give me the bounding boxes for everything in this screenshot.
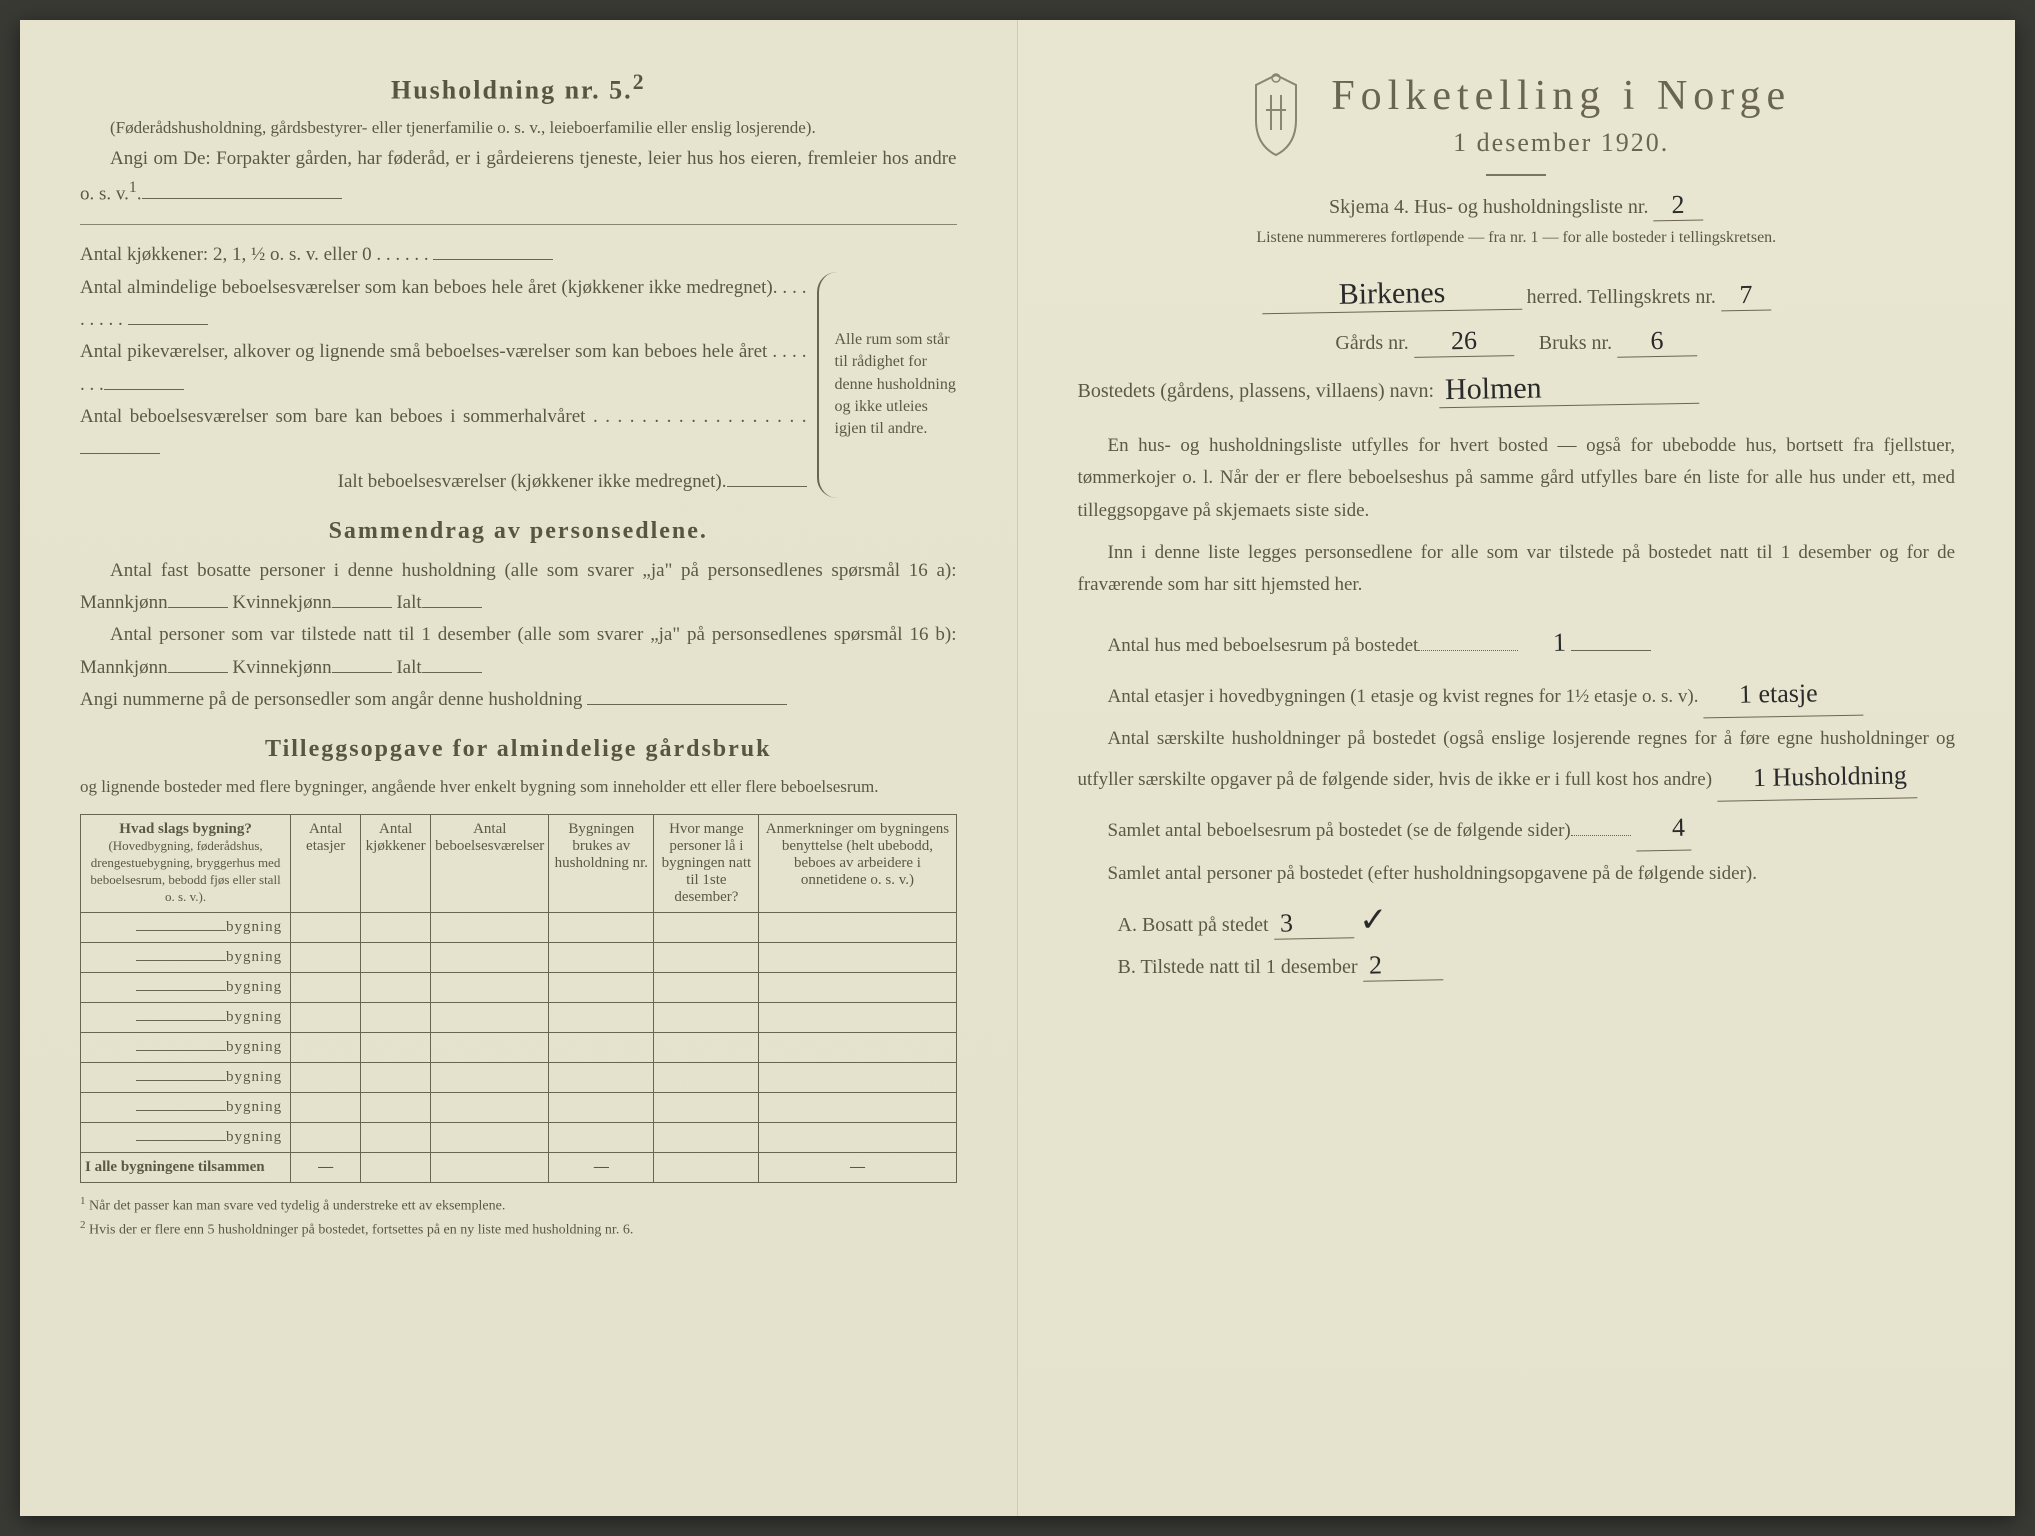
divider (1486, 174, 1546, 176)
rooms-3: Antal beboelsesværelser som bare kan beb… (80, 401, 807, 466)
th-4: Antal beboelsesværelser (431, 815, 549, 913)
main-title: Folketelling i Norge (1331, 72, 1791, 120)
qB-row: B. Tilstede natt til 1 desember 2 (1118, 950, 1956, 981)
tillegg-heading: Tilleggsopgave for almindelige gårdsbruk (80, 736, 957, 763)
th-3: Antal kjøkkener (361, 815, 431, 913)
summary-heading: Sammendrag av personsedlene. (80, 518, 957, 545)
intro-2: Angi om De: Forpakter gården, har føderå… (80, 143, 957, 211)
summary-3: Angi nummerne på de personsedler som ang… (80, 684, 957, 716)
a2: 1 etasje (1703, 670, 1864, 718)
summary-2: Antal personer som var tilstede natt til… (80, 619, 957, 684)
intro-1: (Føderådshusholdning, gårdsbestyrer- ell… (80, 114, 957, 143)
rooms-brace: Antal almindelige beboelsesværelser som … (80, 272, 957, 498)
gard-nr: 26 (1413, 325, 1514, 358)
table-row: bygning (81, 1003, 957, 1033)
a3: 1 Husholdning (1716, 753, 1917, 802)
right-page: Folketelling i Norge 1 desember 1920. Sk… (1018, 20, 2016, 1516)
table-row: bygning (81, 1093, 957, 1123)
aA: 3 (1273, 907, 1354, 939)
note-line: Listene nummereres fortløpende — fra nr.… (1078, 229, 1956, 247)
sub-date: 1 desember 1920. (1331, 128, 1791, 158)
table-row: bygning (81, 913, 957, 943)
table-row: bygning (81, 1033, 957, 1063)
check-mark: ✓ (1358, 900, 1387, 940)
rooms-total: Ialt beboelsesværelser (kjøkkener ikke m… (80, 466, 807, 498)
crest-icon (1241, 70, 1311, 160)
th-5: Bygningen brukes av husholdning nr. (549, 815, 654, 913)
q2-row: Antal etasjer i hovedbygningen (1 etasje… (1078, 672, 1956, 717)
footnote-1: Når det passer kan man svare ved tydelig… (89, 1199, 505, 1214)
summary-1: Antal fast bosatte personer i denne hush… (80, 555, 957, 620)
table-sum-row: I alle bygningene tilsammen——— (81, 1153, 957, 1183)
kitchens-line: Antal kjøkkener: 2, 1, ½ o. s. v. eller … (80, 239, 957, 271)
q3-row: Antal særskilte husholdninger på bostede… (1078, 723, 1956, 800)
building-table: Hvad slags bygning?(Hovedbygning, føderå… (80, 814, 957, 1183)
table-row: bygning (81, 1123, 957, 1153)
bosted-row: Bostedets (gårdens, plassens, villaens) … (1078, 371, 1956, 406)
qA-row: A. Bosatt på stedet 3 ✓ (1118, 900, 1956, 940)
table-header-row: Hvad slags bygning?(Hovedbygning, føderå… (81, 815, 957, 913)
rooms-1: Antal almindelige beboelsesværelser som … (80, 272, 807, 337)
th-6: Hvor mange personer lå i bygningen natt … (654, 815, 759, 913)
footnote-2: Hvis der er flere enn 5 husholdninger på… (89, 1223, 633, 1238)
q5-row: Samlet antal personer på bostedet (efter… (1078, 858, 1956, 890)
brace-text: Alle rum som står til rådighet for denne… (817, 272, 957, 498)
title-block: Folketelling i Norge 1 desember 1920. Sk… (1078, 70, 1956, 247)
tillegg-sub: og lignende bosteder med flere bygninger… (80, 773, 957, 802)
footnotes: 1 Når det passer kan man svare ved tydel… (80, 1193, 957, 1240)
rooms-2: Antal pikeværelser, alkover og lignende … (80, 336, 807, 401)
th-7: Anmerkninger om bygningens benyttelse (h… (759, 815, 956, 913)
herred-value: Birkenes (1261, 275, 1522, 315)
th-1-sub: (Hovedbygning, føderådshus, drengestueby… (90, 838, 280, 904)
q4-row: Samlet antal beboelsesrum på bostedet (s… (1078, 806, 1956, 851)
aB: 2 (1362, 949, 1443, 981)
bosted-name: Holmen (1439, 369, 1700, 409)
a4: 4 (1635, 806, 1691, 852)
table-row: bygning (81, 973, 957, 1003)
form-nr: 2 (1653, 190, 1704, 222)
para-1: En hus- og husholdningsliste utfylles fo… (1078, 430, 1956, 527)
household-heading: Husholdning nr. 5.2 (80, 70, 957, 106)
q1-row: Antal hus med beboelsesrum på bostedet 1 (1078, 621, 1956, 665)
table-row: bygning (81, 943, 957, 973)
form-line: Skjema 4. Hus- og husholdningsliste nr. … (1078, 190, 1956, 221)
th-2: Antal etasjer (291, 815, 361, 913)
herred-row: Birkenes herred. Tellingskrets nr. 7 (1078, 277, 1956, 312)
th-1: Hvad slags bygning? (119, 821, 252, 837)
gard-row: Gårds nr. 26 Bruks nr. 6 (1078, 326, 1956, 357)
table-row: bygning (81, 1063, 957, 1093)
heading-sup: 2 (633, 70, 646, 94)
krets-nr: 7 (1721, 280, 1772, 312)
para-2: Inn i denne liste legges personsedlene f… (1078, 537, 1956, 602)
bruk-nr: 6 (1617, 325, 1698, 357)
a1: 1 (1523, 621, 1567, 666)
left-page: Husholdning nr. 5.2 (Føderådshusholdning… (20, 20, 1018, 1516)
census-document: Husholdning nr. 5.2 (Føderådshusholdning… (20, 20, 2015, 1516)
